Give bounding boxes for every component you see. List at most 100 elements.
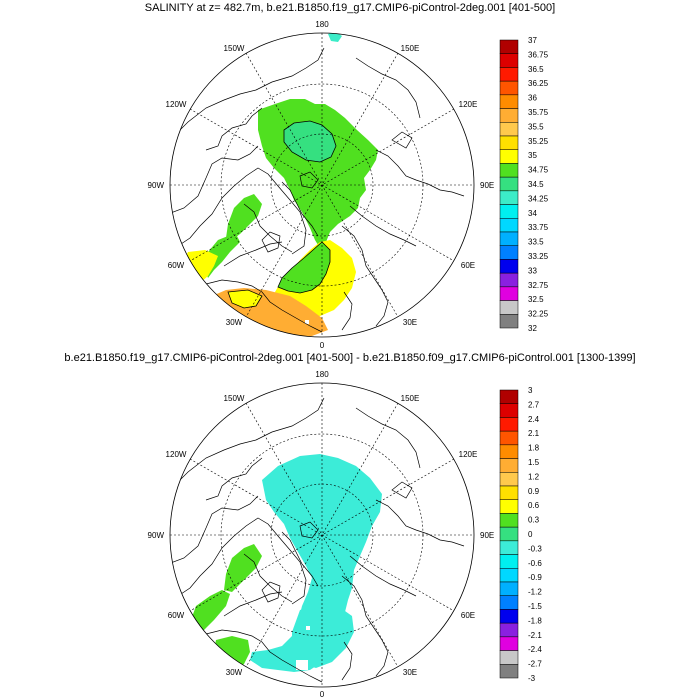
coastlines [170, 47, 465, 333]
colorbar-tick-label: 36.5 [528, 65, 544, 74]
colorbar-tick-label: -0.9 [528, 573, 542, 582]
colorbar-tick-label: 2.1 [528, 429, 540, 438]
colorbar-swatch [499, 650, 519, 665]
colorbar-tick-label: -2.7 [528, 660, 542, 669]
top-map: 180 150W 150E 120W 120E 90W 90E 60W 60E … [148, 20, 495, 350]
lon-label-150w: 150W [224, 394, 245, 403]
colorbar-swatch [499, 122, 519, 137]
colorbar-swatch [499, 458, 519, 473]
lon-label-60e: 60E [461, 261, 475, 270]
salinity-field-green-nordic [277, 241, 331, 294]
lon-label-90w: 90W [148, 181, 165, 190]
lon-label-180: 180 [315, 20, 329, 29]
colorbar-swatch [499, 526, 519, 542]
colorbar-tick-label: 32.75 [528, 281, 549, 290]
colorbar-swatch [499, 540, 519, 555]
lon-label-90e: 90E [480, 531, 494, 540]
anomaly-field-green-labrador [188, 590, 230, 638]
colorbar-tick-label: 35 [528, 151, 537, 160]
colorbar-tick-label: -1.2 [528, 588, 542, 597]
colorbar-swatch [499, 218, 519, 233]
lon-label-60e: 60E [461, 611, 475, 620]
longitude-labels: 180 150W 150E 120W 120E 90W 90E 60W 60E … [148, 20, 495, 350]
coastlines [170, 397, 465, 683]
map-boundary [169, 382, 475, 688]
lon-label-60w: 60W [168, 611, 185, 620]
lon-label-30e: 30E [403, 668, 417, 677]
colorbar-tick-label: 32.5 [528, 295, 544, 304]
lon-label-30w: 30W [226, 318, 243, 327]
colorbar-tick-label: 33.75 [528, 223, 549, 232]
colorbar-tick-label: 33.25 [528, 252, 549, 261]
colorbar-swatch [499, 94, 519, 109]
colorbar-swatch [499, 149, 519, 164]
missing-data-cell [306, 626, 310, 630]
lon-label-150e: 150E [401, 44, 420, 53]
missing-data-cell [305, 320, 309, 324]
missing-data-cell [296, 660, 308, 670]
colorbar-swatch [499, 163, 519, 178]
colorbar-swatch [499, 554, 519, 569]
top-colorbar: 37 36.75 36.5 36.25 36 35.75 35.5 35.25 35 34.75 3… [499, 36, 549, 333]
graticule [170, 33, 474, 337]
anomaly-field-cyan-central [250, 454, 382, 672]
colorbar-swatch [499, 204, 519, 219]
lon-label-30w: 30W [226, 668, 243, 677]
lon-label-150w: 150W [224, 44, 245, 53]
colorbar-tick-label: 36.75 [528, 50, 549, 59]
colorbar-tick-label: 36.25 [528, 79, 549, 88]
salinity-field-cyan-bering [328, 33, 342, 42]
bottom-colorbar: 3 2.7 2.4 2.1 1.8 1.5 1.2 0.9 0.6 0.3 0 -0.3 -0.6 -0.… [499, 386, 542, 683]
lon-label-30e: 30E [403, 318, 417, 327]
lon-label-90w: 90W [148, 531, 165, 540]
colorbar-swatch [499, 417, 519, 432]
colorbar-tick-label: 3 [528, 386, 533, 395]
colorbar-swatch [499, 300, 519, 315]
colorbar-swatch [499, 499, 519, 514]
colorbar-swatch [499, 472, 519, 487]
anomaly-field-green-baffin [224, 544, 262, 592]
colorbar-tick-label: -2.4 [528, 645, 542, 654]
colorbar-swatch [499, 80, 519, 96]
colorbar-swatch [499, 389, 519, 404]
colorbar-swatch [499, 609, 519, 624]
colorbar-tick-label: 2.7 [528, 400, 540, 409]
colorbar-tick-label: 2.4 [528, 415, 540, 424]
lon-label-150e: 150E [401, 394, 420, 403]
colorbar-swatch [499, 259, 519, 274]
colorbar-swatch [499, 53, 519, 68]
colorbar-tick-label: -0.6 [528, 559, 542, 568]
colorbar-tick-label: 36 [528, 94, 537, 103]
colorbar-swatch [499, 39, 519, 54]
colorbar-swatch [499, 135, 519, 150]
colorbar-swatch [499, 403, 519, 418]
longitude-labels: 180 150W 150E 120W 120E 90W 90E 60W 60E … [148, 370, 495, 699]
colorbar-swatch [499, 286, 519, 301]
colorbar-swatch [499, 622, 519, 638]
colorbar-tick-label: 33 [528, 266, 537, 275]
colorbar-tick-label: 34.5 [528, 180, 544, 189]
colorbar-tick-label: 33.5 [528, 238, 544, 247]
colorbar-swatch [499, 568, 519, 583]
colorbar-swatch [499, 272, 519, 288]
colorbar-tick-label: 35.5 [528, 122, 544, 131]
colorbar-swatch [499, 581, 519, 596]
lon-label-120e: 120E [459, 450, 478, 459]
colorbar-tick-label: -0.3 [528, 544, 542, 553]
salinity-field-green-central [258, 99, 378, 250]
colorbar-tick-label: -1.8 [528, 616, 542, 625]
colorbar-tick-label: 0.3 [528, 516, 540, 525]
colorbar-swatch [499, 190, 519, 205]
salinity-field-green-baffin [226, 194, 262, 240]
map-boundary [169, 32, 475, 338]
colorbar-tick-label: 32.25 [528, 310, 549, 319]
colorbar-tick-label: 35.75 [528, 108, 549, 117]
colorbar-swatch [499, 636, 519, 651]
colorbar-swatch [499, 231, 519, 246]
top-panel-title: SALINITY at z= 482.7m, b.e21.B1850.f19_g… [144, 2, 556, 14]
colorbar-tick-label: 0.9 [528, 487, 540, 496]
bottom-panel-title: b.e21.B1850.f19_g17.CMIP6-piControl-2deg… [64, 352, 636, 364]
lon-label-90e: 90E [480, 181, 494, 190]
colorbar-swatch [499, 245, 519, 260]
